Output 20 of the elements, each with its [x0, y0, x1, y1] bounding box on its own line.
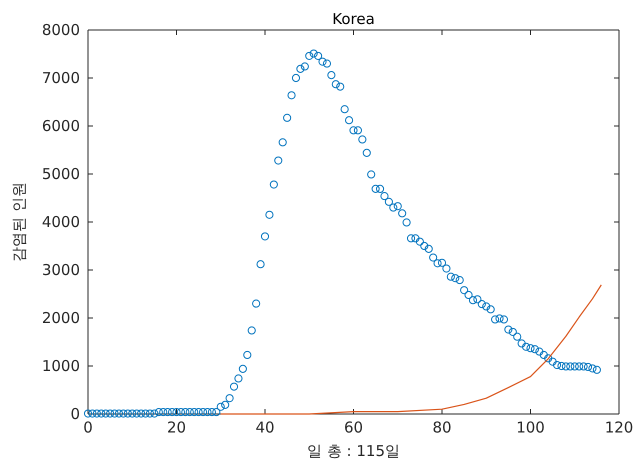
x-tick-label: 120	[604, 418, 633, 437]
y-tick-label: 2000	[42, 308, 80, 327]
y-axis-title: 감염된 인원	[10, 182, 28, 262]
y-tick-label: 4000	[42, 212, 80, 231]
x-tick-label: 0	[83, 418, 93, 437]
y-tick-label: 1000	[42, 356, 80, 375]
y-tick-label: 6000	[42, 116, 80, 135]
y-tick-label: 7000	[42, 68, 80, 87]
x-tick-label: 100	[516, 418, 545, 437]
x-axis-title: 일 총 : 115일	[307, 442, 400, 460]
y-tick-label: 8000	[42, 20, 80, 39]
line-series	[220, 284, 602, 415]
x-tick-label: 20	[166, 418, 186, 437]
chart-title: Korea	[332, 10, 375, 28]
y-tick-label: 5000	[42, 164, 80, 183]
x-tick-label: 60	[344, 418, 364, 437]
y-tick-label: 3000	[42, 260, 80, 279]
y-tick-label: 0	[70, 404, 80, 423]
x-tick-label: 80	[432, 418, 452, 437]
x-tick-label: 40	[255, 418, 275, 437]
